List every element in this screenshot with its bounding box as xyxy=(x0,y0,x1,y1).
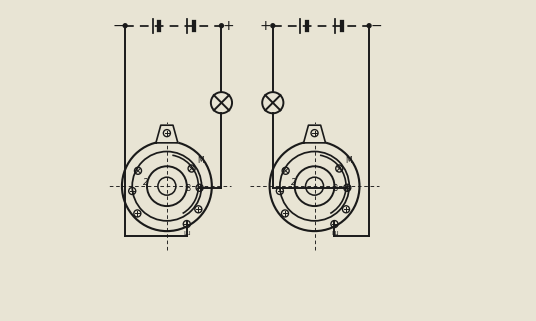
Circle shape xyxy=(123,24,127,28)
Text: −: − xyxy=(370,19,382,33)
Text: M: M xyxy=(197,156,204,165)
Text: M: M xyxy=(345,156,352,165)
Text: +: + xyxy=(260,19,272,33)
Text: B: B xyxy=(185,184,190,193)
Circle shape xyxy=(271,24,275,28)
Circle shape xyxy=(220,24,224,28)
Text: 2: 2 xyxy=(143,178,148,187)
Circle shape xyxy=(367,24,371,28)
Text: Ш: Ш xyxy=(183,231,190,236)
Text: Ш: Ш xyxy=(331,231,338,236)
Polygon shape xyxy=(303,125,325,143)
Polygon shape xyxy=(156,125,178,143)
Text: 2: 2 xyxy=(291,178,296,187)
Text: B: B xyxy=(332,184,338,193)
Text: +: + xyxy=(222,19,234,33)
Text: −: − xyxy=(112,19,124,33)
